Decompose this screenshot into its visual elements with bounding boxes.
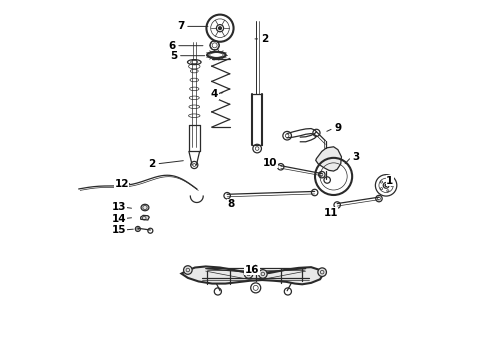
Circle shape <box>385 184 387 186</box>
Text: 7: 7 <box>177 21 184 31</box>
Text: 2: 2 <box>148 159 156 169</box>
Polygon shape <box>141 215 149 220</box>
Text: 9: 9 <box>334 123 342 133</box>
Text: 14: 14 <box>112 213 126 224</box>
Circle shape <box>245 270 253 278</box>
Polygon shape <box>181 266 323 284</box>
Text: 2: 2 <box>261 34 268 44</box>
Circle shape <box>219 27 221 30</box>
Text: 1: 1 <box>386 176 393 186</box>
Text: 5: 5 <box>170 51 177 61</box>
Text: 11: 11 <box>323 208 338 218</box>
Polygon shape <box>316 147 342 171</box>
Text: 15: 15 <box>112 225 126 235</box>
Circle shape <box>318 268 326 276</box>
Text: 6: 6 <box>168 41 175 51</box>
Text: 4: 4 <box>211 89 219 99</box>
Ellipse shape <box>141 204 149 211</box>
Text: 13: 13 <box>112 202 126 212</box>
Text: 16: 16 <box>245 265 259 275</box>
Text: 3: 3 <box>352 152 359 162</box>
Text: 8: 8 <box>227 199 234 209</box>
Text: 10: 10 <box>263 158 277 168</box>
Circle shape <box>184 266 192 274</box>
Circle shape <box>259 270 267 278</box>
Text: 12: 12 <box>115 179 129 189</box>
